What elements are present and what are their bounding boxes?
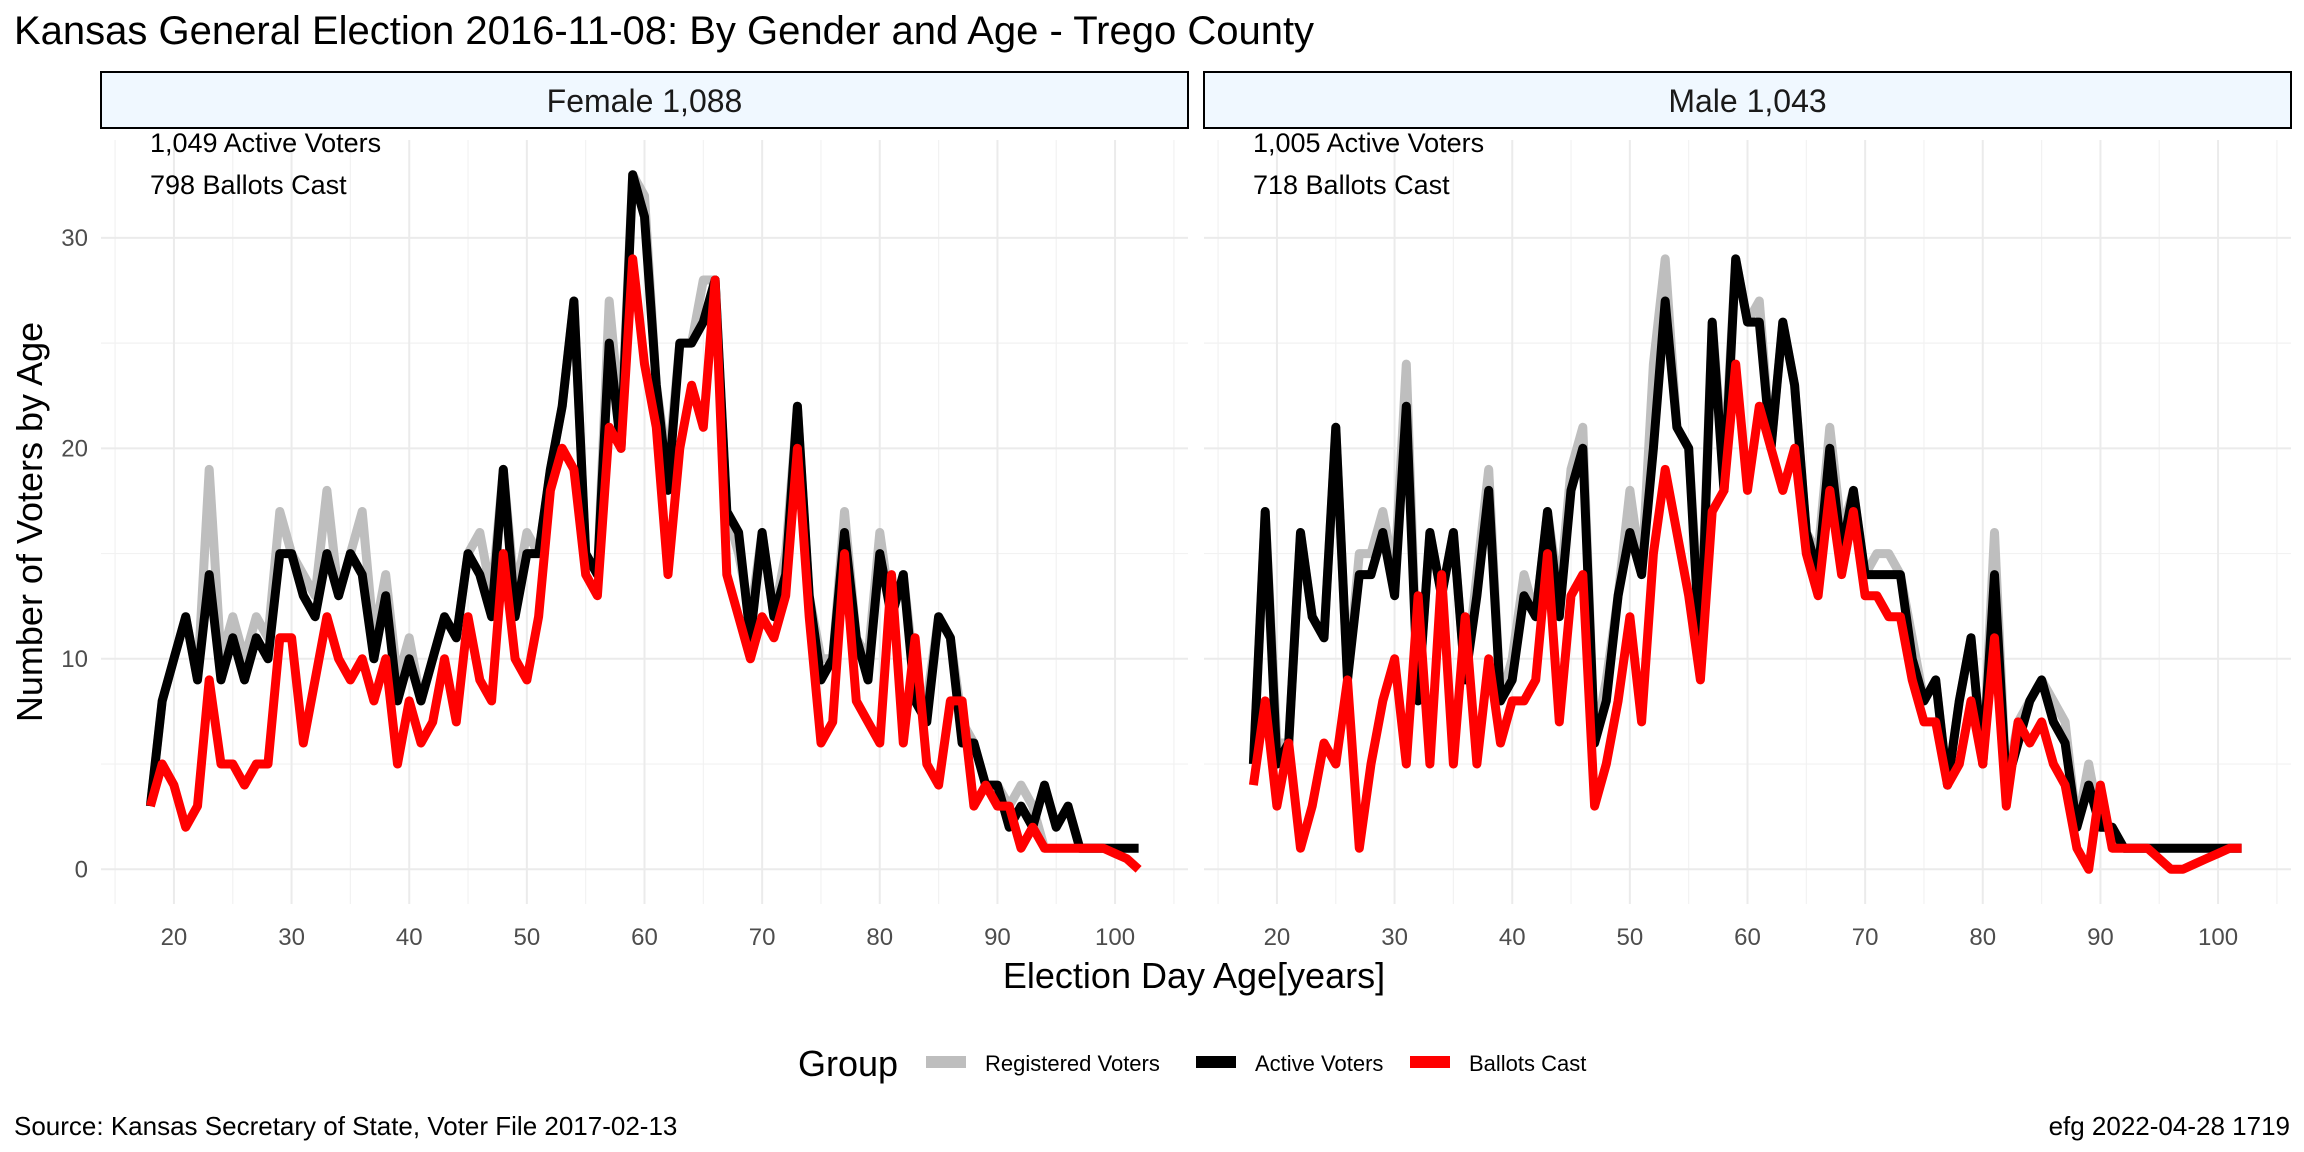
- x-tick-label: 80: [866, 924, 893, 951]
- x-tick-label: 30: [278, 924, 305, 951]
- x-tick-label: 40: [396, 924, 423, 951]
- legend-title: Group: [798, 1043, 898, 1084]
- y-axis-ticks: 0 10 20 30: [61, 225, 88, 883]
- grid-female: [101, 140, 1188, 904]
- caption-credit: efg 2022-04-28 1719: [2049, 1111, 2290, 1141]
- panel-female: Female 1,088 1,049 Active Voters 798 Bal…: [100, 71, 1189, 904]
- x-axis-label: Election Day Age[years]: [1003, 955, 1385, 996]
- chart-title: Kansas General Election 2016-11-08: By G…: [14, 9, 1314, 53]
- strip-male: [1203, 71, 2292, 129]
- annotation-active-voters-male: 1,005 Active Voters: [1253, 128, 1484, 158]
- x-tick-label: 50: [514, 924, 541, 951]
- y-tick-label: 10: [61, 646, 88, 673]
- y-axis-label: Number of Voters by Age: [9, 322, 50, 722]
- x-tick-label: 50: [1617, 924, 1644, 951]
- series-line-active-voters-female: [145, 170, 1139, 853]
- strip-label-female: Female 1,088: [547, 83, 743, 119]
- x-tick-label: 20: [1264, 924, 1291, 951]
- legend: Group Registered Voters Active Voters Ba…: [798, 1043, 1586, 1084]
- series-line-ballots-cast-male: [1248, 359, 2242, 874]
- series-male: [1248, 254, 2242, 874]
- y-tick-label: 20: [61, 435, 88, 462]
- x-axis-ticks: 20 30 40 50 60 70 80 90 100 20 30 40 50 60 70 80 90 100: [161, 924, 2239, 951]
- x-tick-label: 60: [1734, 924, 1761, 951]
- x-tick-label: 20: [161, 924, 188, 951]
- strip-female: [100, 71, 1189, 129]
- x-tick-label: 100: [2198, 924, 2238, 951]
- x-tick-label: 90: [2087, 924, 2114, 951]
- y-tick-label: 0: [75, 856, 88, 883]
- strip-label-male: Male 1,043: [1668, 83, 1826, 119]
- annotation-ballots-cast-female: 798 Ballots Cast: [150, 170, 347, 200]
- x-tick-label: 40: [1499, 924, 1526, 951]
- series-line-ballots-cast-female: [146, 254, 1142, 873]
- annotation-active-voters-female: 1,049 Active Voters: [150, 128, 381, 158]
- x-tick-label: 80: [1969, 924, 1996, 951]
- grid-male: [1204, 140, 2291, 904]
- x-tick-label: 70: [1852, 924, 1879, 951]
- x-tick-label: 30: [1381, 924, 1408, 951]
- legend-label-active-voters: Active Voters: [1255, 1051, 1383, 1076]
- panel-male: Male 1,043 1,005 Active Voters 718 Ballo…: [1203, 71, 2292, 904]
- annotation-ballots-cast-male: 718 Ballots Cast: [1253, 170, 1450, 200]
- x-tick-label: 100: [1095, 924, 1135, 951]
- x-tick-label: 60: [631, 924, 658, 951]
- x-tick-label: 70: [749, 924, 776, 951]
- legend-label-registered-voters: Registered Voters: [985, 1051, 1160, 1076]
- y-tick-label: 30: [61, 225, 88, 252]
- legend-label-ballots-cast: Ballots Cast: [1469, 1051, 1586, 1076]
- x-tick-label: 90: [984, 924, 1011, 951]
- caption-source: Source: Kansas Secretary of State, Voter…: [14, 1111, 677, 1141]
- series-female: [145, 170, 1142, 873]
